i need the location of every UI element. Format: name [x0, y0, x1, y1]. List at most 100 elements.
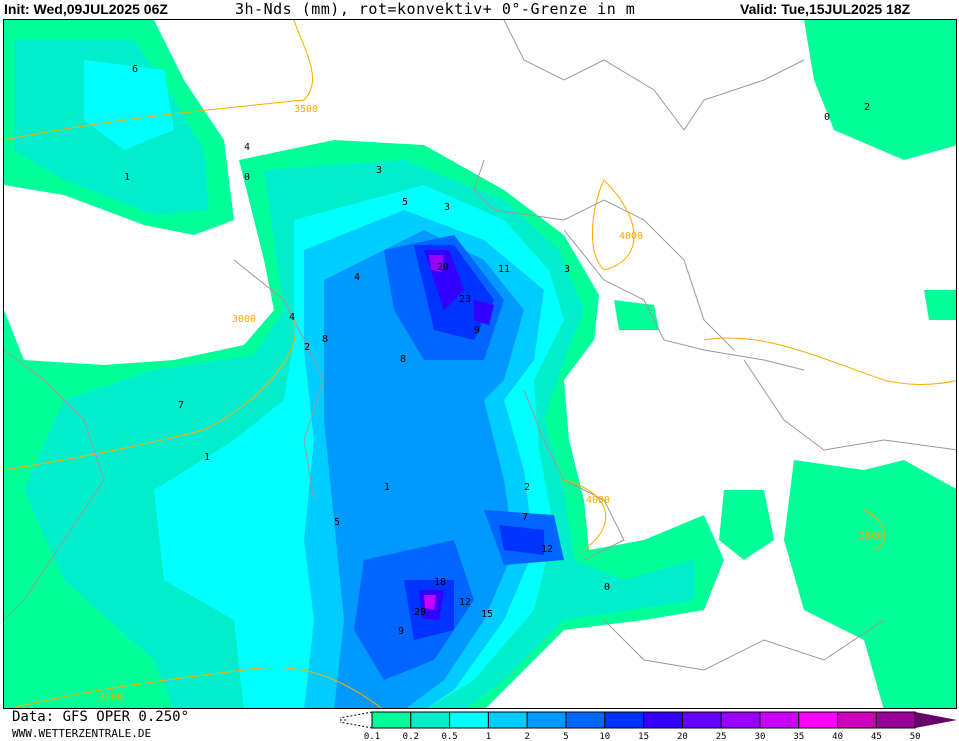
legend-label: 0.1: [364, 732, 380, 741]
precip-area: [84, 60, 174, 150]
legend-bin: [449, 711, 489, 729]
grid-value: 2: [304, 342, 310, 353]
grid-value: 9: [474, 325, 480, 336]
contour-line: [4, 20, 314, 141]
country-borders: [4, 20, 956, 671]
grid-value: 1: [384, 482, 390, 493]
footer: Data: GFS OPER 0.250° WWW.WETTERZENTRALE…: [0, 709, 959, 741]
grid-value: 18: [434, 577, 446, 588]
grid-value: 15: [481, 609, 493, 620]
data-source: Data: GFS OPER 0.250°: [12, 709, 190, 725]
border-line: [233, 259, 325, 501]
legend-label: 25: [716, 732, 727, 741]
grid-value: 20: [437, 262, 449, 273]
legend-bin: [565, 711, 606, 729]
grid-value: 1: [124, 172, 130, 183]
grid-value: 1: [204, 452, 210, 463]
grid-value: 9: [398, 626, 404, 637]
legend-label: 0.2: [403, 732, 419, 741]
precipitation-map: 3500 3000 4000 4000 3500 3500 29 23 20 18 15 12 12 1…: [3, 19, 957, 709]
grid-value: 0: [824, 112, 830, 123]
grid-value: 5: [402, 197, 408, 208]
legend-below-threshold: [339, 711, 373, 729]
grid-value: 0: [244, 172, 250, 183]
legend-label: 40: [832, 732, 843, 741]
contour-label: 3500: [859, 531, 883, 542]
grid-value: 8: [400, 354, 406, 365]
contour-line: [10, 666, 383, 708]
legend-bin: [837, 711, 877, 729]
legend-label: 50: [910, 732, 921, 741]
legend-bin: [643, 711, 683, 729]
color-legend: 0.1 0.2 0.5 1 2 5 10 15 20 25 30 35 40 45 50: [339, 711, 957, 741]
grid-value: 3: [444, 202, 450, 213]
border-line: [563, 229, 805, 371]
precip-area: [784, 460, 956, 708]
grid-value: 11: [498, 264, 510, 275]
grid-value: 12: [459, 597, 471, 608]
website: WWW.WETTERZENTRALE.DE: [12, 727, 152, 740]
valid-time: Valid: Tue,15JUL2025 18Z: [740, 1, 911, 17]
legend-overflow-arrow: [915, 712, 957, 728]
contour-label: 3500: [99, 692, 123, 703]
precip-area: [474, 300, 494, 325]
precip-area: [924, 290, 956, 320]
contour-line: [703, 337, 956, 385]
grid-value: 4: [244, 142, 250, 153]
precip-area: [614, 300, 659, 330]
grid-value: 3: [564, 264, 570, 275]
legend-bin: [798, 711, 839, 729]
grid-value: 12: [541, 544, 553, 555]
grid-value: 6: [132, 64, 138, 75]
contour-line: [563, 479, 607, 551]
legend-label: 10: [599, 732, 610, 741]
legend-bin: [604, 711, 645, 729]
legend-label: 35: [793, 732, 804, 741]
border-line: [603, 619, 885, 671]
precipitation-fields: [4, 20, 956, 708]
border-line: [473, 159, 735, 351]
contour-label: 4000: [619, 231, 643, 242]
border-line: [523, 389, 625, 561]
grid-value: 2: [524, 482, 530, 493]
legend-label: 0.5: [441, 732, 457, 741]
grid-value: 3: [376, 165, 382, 176]
contour-line: [4, 319, 296, 471]
contour-label: 4000: [586, 495, 610, 506]
grid-value: 29: [414, 607, 426, 618]
contour-label: 3500: [294, 104, 318, 115]
grid-value: 4: [289, 312, 295, 323]
map-title: 3h-Nds (mm), rot=konvektiv+ 0°-Grenze in…: [235, 0, 636, 18]
precip-area: [429, 255, 444, 272]
precip-area: [719, 490, 774, 560]
legend-label: 45: [871, 732, 882, 741]
legend-bin: [526, 711, 567, 729]
legend-label: 20: [677, 732, 688, 741]
legend-bin: [487, 711, 528, 729]
grid-value: 2: [864, 102, 870, 113]
border-line: [743, 359, 956, 451]
legend-bin: [875, 711, 916, 729]
legend-label: 1: [486, 732, 491, 741]
grid-value: 7: [522, 512, 528, 523]
contour-label: 3000: [232, 314, 256, 325]
grid-value: 4: [354, 272, 360, 283]
grid-value: 7: [178, 400, 184, 411]
grid-value: 8: [322, 334, 328, 345]
contour-line: [592, 179, 635, 271]
legend-bin: [410, 711, 451, 729]
init-time: Init: Wed,09JUL2025 06Z: [4, 1, 168, 17]
border-line: [4, 349, 105, 621]
legend-label: 5: [563, 732, 568, 741]
grid-value: 23: [459, 294, 471, 305]
legend-bin: [759, 711, 800, 729]
border-line: [503, 20, 805, 131]
header: Init: Wed,09JUL2025 06Z 3h-Nds (mm), rot…: [0, 0, 959, 19]
grid-value: 0: [604, 582, 610, 593]
legend-bin: [371, 711, 412, 729]
contour-line: [863, 509, 886, 551]
legend-bin: [720, 711, 761, 729]
legend-label: 15: [638, 732, 649, 741]
